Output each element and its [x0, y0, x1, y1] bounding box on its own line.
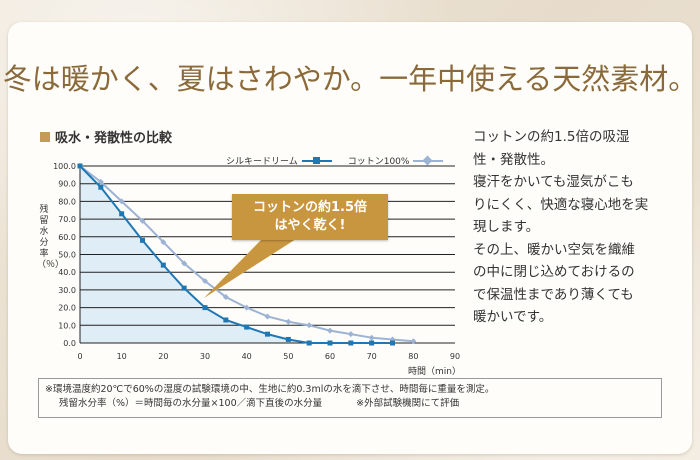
cotton-data-point: [264, 313, 271, 320]
y-tick-label: 0.0: [63, 339, 76, 348]
page-headline: 冬は暖かく、夏はさわやか。一年中使える天然素材。: [2, 62, 698, 96]
y-tick-label: 10.0: [58, 321, 76, 330]
silky-data-point: [119, 211, 125, 217]
footnote-box: ※環境温度約20℃で60%の湿度の試験環境の中、生地に約0.3mlの水を滴下させ…: [38, 378, 662, 418]
callout-pointer: [204, 239, 296, 298]
cotton-data-point: [97, 178, 104, 185]
x-tick-label: 70: [367, 352, 377, 361]
y-tick-label: 20.0: [58, 304, 76, 313]
y-tick-label: 50.0: [58, 251, 76, 260]
silky-data-point: [98, 184, 104, 190]
description-line: コットンの約1.5倍の吸湿: [473, 129, 630, 145]
silky-data-point: [181, 285, 187, 291]
silky-data-point: [348, 340, 354, 346]
silky-data-point: [77, 163, 83, 169]
cotton-data-point: [118, 198, 125, 205]
silky-data-point: [160, 262, 166, 268]
cotton-data-point: [285, 318, 292, 325]
cotton-data-point: [327, 327, 333, 334]
silky-series-line: [79, 165, 393, 344]
x-tick-label: 90: [450, 352, 460, 361]
description-line: 寝汗をかいても湿気がこも: [473, 174, 634, 190]
y-tick-label: 30.0: [58, 286, 76, 295]
silky-data-point: [327, 340, 333, 346]
chart-title-block: 吸水・発散性の比較: [40, 127, 172, 146]
x-tick-label: 30: [200, 352, 210, 361]
title-square-icon: [40, 131, 50, 142]
description-line: 性・発散性。: [473, 151, 554, 168]
callout-line-1: コットンの約1.5倍: [252, 200, 368, 215]
footnote-formula: 残留水分率（%）＝時間毎の水分量×100／滴下直後の水分量: [59, 398, 323, 409]
footnote-evaluation: ※外部試験機関にて評価: [356, 398, 460, 409]
x-tick-label: 0: [77, 352, 82, 361]
y-tick-label: 70.0: [58, 215, 76, 224]
description-line: で保温性まであり薄くても: [473, 286, 634, 303]
cotton-data-point: [181, 260, 188, 267]
x-tick-label: 20: [158, 352, 168, 361]
cotton-data-point: [222, 293, 229, 300]
legend-line-silky: [301, 156, 332, 164]
chart-title: 吸水・発散性の比較: [55, 131, 173, 146]
legend-marker-square-icon: [312, 156, 320, 164]
y-tick-label: 100.0: [53, 162, 76, 171]
x-tick-label: 40: [242, 352, 252, 361]
x-tick-label: 50: [283, 352, 293, 361]
cotton-data-point: [160, 239, 167, 246]
y-axis-label: 残留水分率（％）: [37, 205, 65, 270]
chart-legend: シルキードリーム コットン100%: [226, 154, 459, 167]
cotton-data-point: [368, 334, 375, 341]
description-line: その上、暖かい空気を織維: [473, 241, 635, 258]
description-line: 暖かいです。: [473, 309, 553, 325]
silky-data-point: [369, 340, 375, 346]
footnote-line-2: 残留水分率（%）＝時間毎の水分量×100／滴下直後の水分量 ※外部試験機関にて評価: [45, 397, 661, 411]
legend-item-silky: シルキードリーム: [226, 154, 332, 167]
x-axis-label: 時間（min）: [408, 367, 461, 377]
silky-data-point: [390, 340, 395, 346]
description-line: 現します。: [473, 219, 540, 235]
cotton-data-point: [139, 217, 146, 224]
y-tick-label: 60.0: [58, 233, 76, 242]
silky-data-point: [285, 336, 291, 342]
legend-label-silky: シルキードリーム: [226, 157, 298, 167]
description-text: コットンの約1.5倍の吸湿 性・発散性。 寝汗をかいても湿気がこも りにくく、快…: [473, 126, 673, 329]
legend-label-cotton: コットン100%: [347, 157, 410, 167]
x-tick-label: 80: [408, 352, 418, 361]
y-tick-label: 90.0: [58, 180, 76, 189]
silky-area-fill: [80, 166, 393, 343]
silky-data-point: [140, 237, 145, 243]
cotton-data-point: [202, 278, 208, 285]
cotton-data-point: [347, 331, 354, 338]
description-line: の中に閉じ込めておけるの: [473, 264, 635, 280]
silky-data-point: [244, 324, 250, 330]
silky-data-point: [306, 340, 312, 346]
silky-data-point: [202, 305, 208, 311]
legend-item-cotton: コットン100%: [348, 154, 444, 167]
footnote-line-1: ※環境温度約20℃で60%の湿度の試験環境の中、生地に約0.3mlの水を滴下させ…: [45, 384, 495, 395]
y-tick-label: 80.0: [58, 197, 76, 206]
silky-data-point: [265, 331, 270, 337]
cotton-data-point: [243, 304, 250, 311]
cotton-data-point: [410, 338, 417, 345]
legend-line-cotton: [413, 155, 444, 165]
y-tick-label: 40.0: [58, 268, 76, 277]
cotton-data-point: [306, 322, 313, 329]
callout-line-2: はやく乾く!: [274, 218, 346, 233]
x-tick-label: 60: [325, 352, 335, 361]
description-line: りにくく、快適な寝心地を実: [473, 196, 649, 213]
callout-annotation: コットンの約1.5倍 はやく乾く!: [232, 194, 388, 240]
silky-data-point: [223, 317, 229, 323]
x-tick-label: 10: [117, 352, 127, 361]
